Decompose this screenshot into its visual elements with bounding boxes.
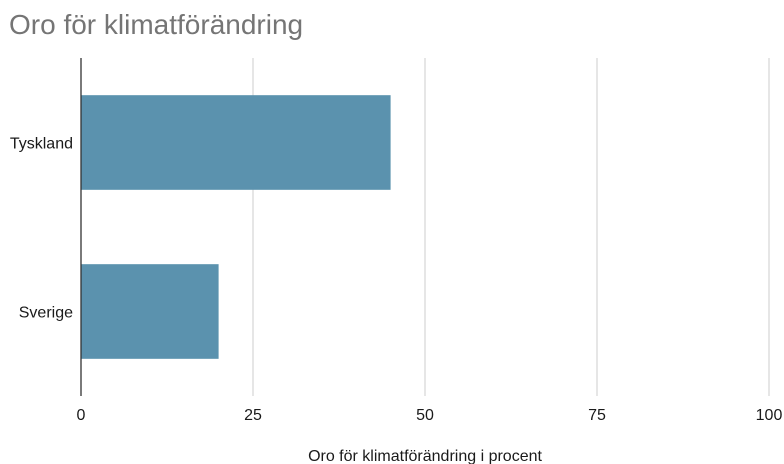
- chart-title: Oro för klimatförändring: [9, 9, 304, 40]
- x-tick-labels: 0 25 50 75 100: [77, 407, 783, 424]
- x-tick-label-75: 75: [588, 407, 606, 424]
- x-tick-label-50: 50: [416, 407, 434, 424]
- category-labels: Tyskland Sverige: [10, 136, 73, 322]
- x-axis-title: Oro för klimatförändring i procent: [308, 448, 542, 464]
- bar-tyskland: [81, 95, 391, 190]
- category-label-sverige: Sverige: [19, 305, 73, 322]
- x-tick-label-100: 100: [756, 407, 783, 424]
- x-tick-label-25: 25: [244, 407, 262, 424]
- x-tick-label-0: 0: [77, 407, 86, 424]
- bar-sverige: [81, 264, 219, 359]
- category-label-tyskland: Tyskland: [10, 136, 73, 153]
- bars: [81, 95, 391, 359]
